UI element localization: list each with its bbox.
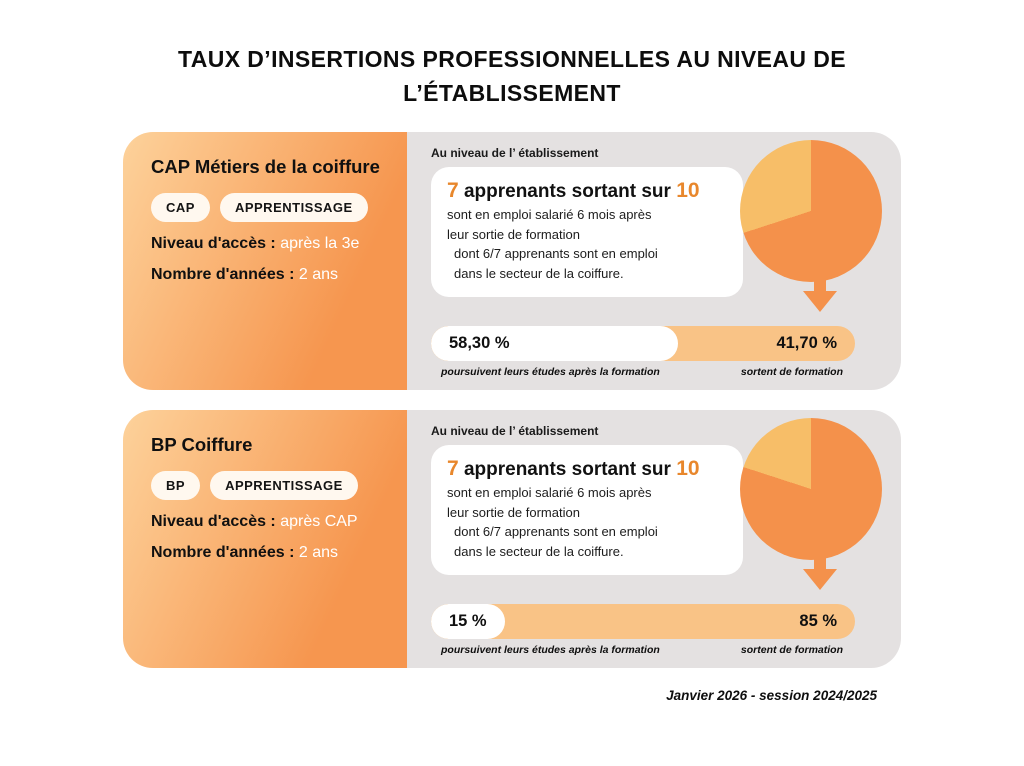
duration-row: Nombre d'années : 2 ans <box>151 266 399 284</box>
diploma-badge: BP <box>151 471 201 500</box>
left-percentage: 15 % <box>449 612 487 630</box>
stat-number-left: 7 <box>447 179 459 202</box>
percentage-bar-captions: poursuivent leurs études après la format… <box>441 644 843 656</box>
access-level-row: Niveau d'accès : après CAP <box>151 513 399 531</box>
program-info-panel: CAP Métiers de la coiffure CAP APPRENTIS… <box>123 132 407 390</box>
stat-number-right: 10 <box>676 457 700 480</box>
percentage-bar: 15 % 85 % <box>431 604 855 639</box>
stat-body-line: dans le secteur de la coiffure. <box>454 543 624 559</box>
cards-container: CAP Métiers de la coiffure CAP APPRENTIS… <box>123 132 901 668</box>
left-percentage: 58,30 % <box>449 334 510 352</box>
page-title: TAUX D’INSERTIONS PROFESSIONNELLES AU NI… <box>0 42 1024 110</box>
stat-body-line: dans le secteur de la coiffure. <box>454 265 624 281</box>
program-card-bp: BP Coiffure BP APPRENTISSAGE Niveau d'ac… <box>123 410 901 668</box>
percentage-bar-left-segment: 58,30 % <box>431 326 679 361</box>
pie-chart <box>735 140 887 312</box>
down-arrow-icon <box>803 278 837 312</box>
right-caption: sortent de formation <box>740 644 843 656</box>
stats-panel: Au niveau de l’ établissement 7 apprenan… <box>407 132 901 390</box>
apprenticeship-badge: APPRENTISSAGE <box>210 471 358 500</box>
access-level-label: Niveau d'accès : <box>151 513 276 530</box>
stat-body-line: sont en emploi salarié 6 mois après <box>447 207 652 222</box>
duration-row: Nombre d'années : 2 ans <box>151 544 399 562</box>
down-arrow-icon <box>803 556 837 590</box>
percentage-bar: 58,30 % 41,70 % <box>431 326 855 361</box>
stat-heading-text: apprenants sortant sur <box>458 459 677 480</box>
stats-panel-header: Au niveau de l’ établissement <box>431 424 599 438</box>
pie-circle <box>740 418 882 560</box>
stats-panel-header: Au niveau de l’ établissement <box>431 146 599 160</box>
percentage-bar-left-segment: 15 % <box>431 604 505 639</box>
badge-row: CAP APPRENTISSAGE <box>151 193 399 222</box>
diploma-badge: CAP <box>151 193 210 222</box>
duration-label: Nombre d'années : <box>151 544 295 561</box>
stat-number-left: 7 <box>447 457 459 480</box>
duration-label: Nombre d'années : <box>151 266 295 283</box>
left-caption: poursuivent leurs études après la format… <box>441 644 660 656</box>
program-title: CAP Métiers de la coiffure <box>151 156 380 177</box>
badge-row: BP APPRENTISSAGE <box>151 471 399 500</box>
stats-panel-body: 7 apprenants sortant sur 10 sont en empl… <box>431 167 879 297</box>
program-card-cap: CAP Métiers de la coiffure CAP APPRENTIS… <box>123 132 901 390</box>
stat-heading: 7 apprenants sortant sur 10 <box>447 457 727 481</box>
right-caption: sortent de formation <box>740 366 843 378</box>
stat-heading-text: apprenants sortant sur <box>458 181 677 202</box>
stat-box: 7 apprenants sortant sur 10 sont en empl… <box>431 167 743 297</box>
page-title-line1: TAUX D’INSERTIONS PROFESSIONNELLES AU NI… <box>178 46 846 72</box>
stat-body-line: sont en emploi salarié 6 mois après <box>447 485 652 500</box>
access-level-value: après CAP <box>280 513 358 530</box>
page-title-line2: L’ÉTABLISSEMENT <box>403 80 621 106</box>
duration-value: 2 ans <box>298 544 338 561</box>
right-percentage: 85 % <box>799 612 837 630</box>
right-percentage: 41,70 % <box>776 334 837 352</box>
pie-chart <box>735 418 887 590</box>
program-info-panel: BP Coiffure BP APPRENTISSAGE Niveau d'ac… <box>123 410 407 668</box>
stat-body-line: dont 6/7 apprenants sont en emploi <box>454 246 658 261</box>
duration-value: 2 ans <box>298 266 338 283</box>
left-caption: poursuivent leurs études après la format… <box>441 366 660 378</box>
stat-box: 7 apprenants sortant sur 10 sont en empl… <box>431 445 743 575</box>
access-level-value: après la 3e <box>280 235 360 252</box>
page-footer: Janvier 2026 - session 2024/2025 <box>666 688 877 703</box>
access-level-label: Niveau d'accès : <box>151 235 276 252</box>
stat-number-right: 10 <box>676 179 700 202</box>
access-level-row: Niveau d'accès : après la 3e <box>151 235 399 253</box>
stat-heading: 7 apprenants sortant sur 10 <box>447 179 727 203</box>
stat-body-line: dont 6/7 apprenants sont en emploi <box>454 524 658 539</box>
stats-panel: Au niveau de l’ établissement 7 apprenan… <box>407 410 901 668</box>
program-title: BP Coiffure <box>151 434 253 455</box>
stat-body-line: leur sortie de formation <box>447 504 580 520</box>
stats-panel-body: 7 apprenants sortant sur 10 sont en empl… <box>431 445 879 575</box>
apprenticeship-badge: APPRENTISSAGE <box>219 193 368 222</box>
pie-circle <box>740 140 882 282</box>
percentage-bar-captions: poursuivent leurs études après la format… <box>441 366 843 378</box>
stat-body-line: leur sortie de formation <box>447 226 580 242</box>
